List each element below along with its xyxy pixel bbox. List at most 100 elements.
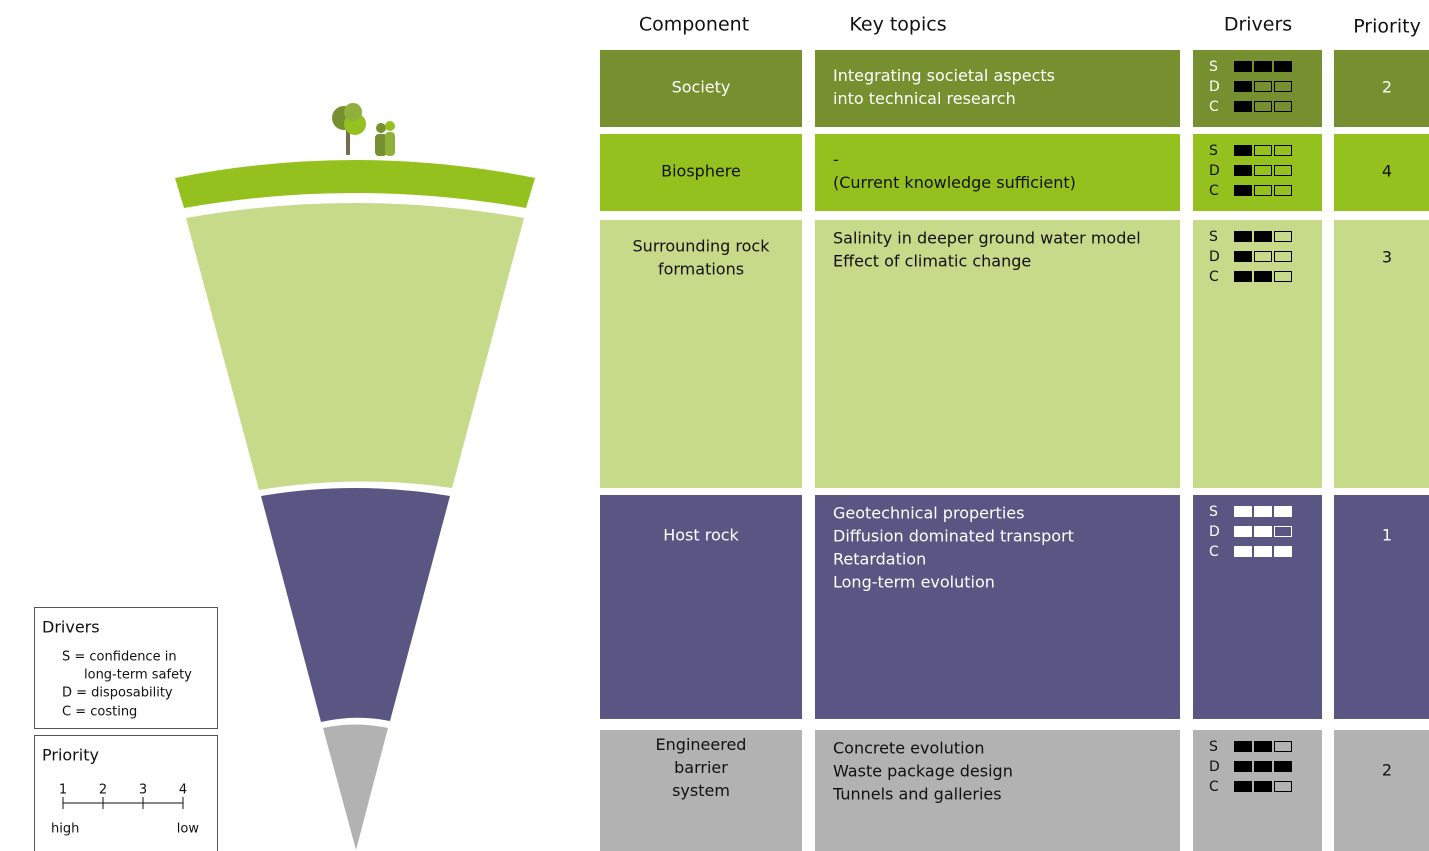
legend-item: D = disposability bbox=[62, 686, 173, 701]
cell bbox=[1334, 50, 1429, 127]
key-topic: Retardation bbox=[833, 550, 926, 569]
cell bbox=[815, 730, 1180, 851]
driver-square bbox=[1274, 185, 1292, 196]
scale-tick-label: 2 bbox=[99, 783, 107, 798]
driver-letter: C bbox=[1209, 183, 1219, 199]
cell bbox=[815, 495, 1180, 719]
driver-square bbox=[1254, 81, 1272, 92]
driver-square bbox=[1234, 231, 1252, 242]
driver-square bbox=[1234, 741, 1252, 752]
driver-square bbox=[1274, 506, 1292, 517]
scale-low: low bbox=[177, 822, 200, 837]
driver-letter: C bbox=[1209, 99, 1219, 115]
component-label: Surrounding rock bbox=[633, 237, 771, 256]
key-topic: Diffusion dominated transport bbox=[833, 527, 1074, 546]
driver-square bbox=[1234, 251, 1252, 262]
funnel-rock-formations bbox=[186, 203, 524, 490]
key-topic: (Current knowledge sufficient) bbox=[833, 173, 1076, 192]
driver-square bbox=[1254, 741, 1272, 752]
cell bbox=[600, 220, 802, 488]
funnel bbox=[175, 160, 535, 850]
key-topic: Salinity in deeper ground water model bbox=[833, 229, 1141, 248]
key-topic: Tunnels and galleries bbox=[832, 785, 1002, 804]
component-label: Biosphere bbox=[661, 162, 741, 181]
column-header: Key topics bbox=[849, 14, 946, 36]
driver-square bbox=[1274, 165, 1292, 176]
driver-square bbox=[1254, 61, 1272, 72]
cell bbox=[1193, 134, 1322, 211]
scale-tick-label: 4 bbox=[179, 783, 187, 798]
legend-title: Priority bbox=[42, 746, 99, 765]
driver-square bbox=[1254, 101, 1272, 112]
scale-tick-label: 1 bbox=[59, 783, 67, 798]
driver-square bbox=[1274, 271, 1292, 282]
driver-square bbox=[1234, 185, 1252, 196]
cell bbox=[815, 220, 1180, 488]
driver-square bbox=[1274, 761, 1292, 772]
legend-item: long-term safety bbox=[84, 668, 192, 683]
cell bbox=[600, 50, 802, 127]
driver-square bbox=[1274, 781, 1292, 792]
funnel-biosphere bbox=[175, 160, 535, 208]
component-label: Society bbox=[672, 78, 731, 97]
key-topic: Long-term evolution bbox=[833, 573, 995, 592]
driver-square bbox=[1234, 526, 1252, 537]
driver-square bbox=[1234, 761, 1252, 772]
driver-square bbox=[1254, 145, 1272, 156]
key-topic: Waste package design bbox=[833, 762, 1013, 781]
driver-square bbox=[1254, 271, 1272, 282]
driver-square bbox=[1234, 81, 1252, 92]
driver-letter: S bbox=[1209, 59, 1218, 75]
driver-letter: C bbox=[1209, 269, 1219, 285]
priority-value: 4 bbox=[1382, 162, 1392, 181]
cell bbox=[815, 134, 1180, 211]
component-label: Host rock bbox=[663, 526, 739, 545]
driver-square bbox=[1234, 506, 1252, 517]
driver-square bbox=[1254, 761, 1272, 772]
driver-square bbox=[1274, 101, 1292, 112]
component-label: barrier bbox=[674, 758, 728, 777]
driver-letter: D bbox=[1209, 79, 1220, 95]
priority-value: 2 bbox=[1382, 78, 1392, 97]
driver-letter: C bbox=[1209, 544, 1219, 560]
driver-square bbox=[1274, 741, 1292, 752]
driver-square bbox=[1254, 546, 1272, 557]
cell bbox=[1334, 730, 1429, 851]
funnel-host-rock bbox=[261, 488, 450, 722]
driver-letter: S bbox=[1209, 229, 1218, 245]
cell bbox=[815, 50, 1180, 127]
cell bbox=[1334, 220, 1429, 488]
cell bbox=[600, 134, 802, 211]
cell bbox=[1334, 495, 1429, 719]
funnel-barrier bbox=[323, 724, 388, 850]
drivers-legend-box bbox=[34, 607, 218, 729]
cell bbox=[600, 495, 802, 719]
driver-square bbox=[1274, 546, 1292, 557]
driver-letter: D bbox=[1209, 524, 1220, 540]
driver-square bbox=[1254, 781, 1272, 792]
driver-square bbox=[1234, 781, 1252, 792]
driver-letter: S bbox=[1209, 504, 1218, 520]
driver-square bbox=[1274, 526, 1292, 537]
driver-square bbox=[1274, 145, 1292, 156]
driver-square bbox=[1254, 231, 1272, 242]
component-label: system bbox=[672, 781, 730, 800]
driver-square bbox=[1274, 231, 1292, 242]
priority-value: 2 bbox=[1382, 761, 1392, 780]
driver-square bbox=[1254, 185, 1272, 196]
component-label: Engineered bbox=[656, 735, 747, 754]
driver-letter: D bbox=[1209, 249, 1220, 265]
scale-tick-label: 3 bbox=[139, 783, 147, 798]
component-label: formations bbox=[658, 260, 744, 279]
legend-item: S = confidence in bbox=[62, 650, 177, 665]
driver-square bbox=[1254, 506, 1272, 517]
driver-square bbox=[1234, 271, 1252, 282]
legend-item: C = costing bbox=[62, 705, 137, 720]
column-header: Priority bbox=[1353, 16, 1421, 38]
key-topic: Integrating societal aspects bbox=[833, 66, 1055, 85]
tree-and-people-icon bbox=[332, 103, 395, 156]
driver-letter: D bbox=[1209, 759, 1220, 775]
cell bbox=[1193, 220, 1322, 488]
